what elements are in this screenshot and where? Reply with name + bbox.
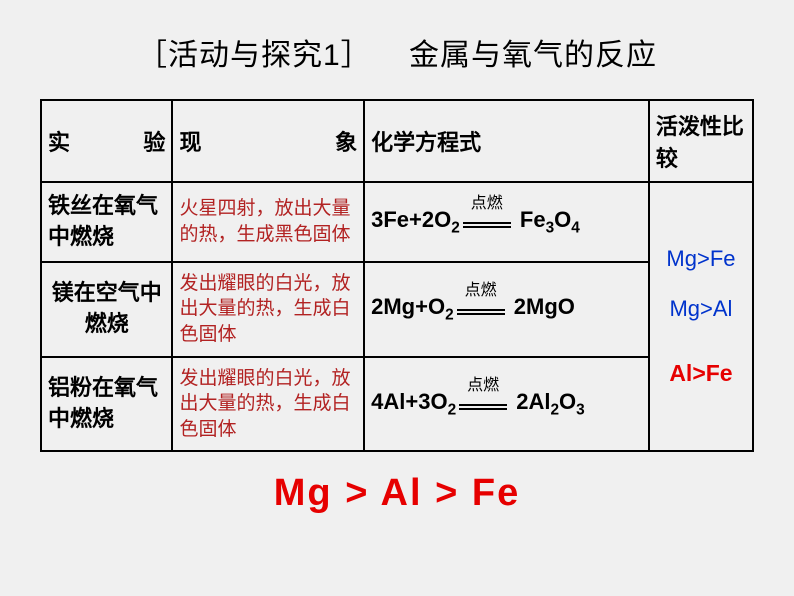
table-row: 镁在空气中燃烧 发出耀眼的白光，放出大量的热，生成白色固体 2Mg+O2点燃 2… xyxy=(41,262,753,357)
phenomenon-cell: 火星四射，放出大量的热，生成黑色固体 xyxy=(172,182,364,262)
reaction-arrow: 点燃 xyxy=(459,390,507,416)
title-main: 金属与氧气的反应 xyxy=(409,39,657,72)
phenomenon-cell: 发出耀眼的白光，放出大量的热，生成白色固体 xyxy=(172,262,364,357)
header-equation: 化学方程式 xyxy=(364,100,649,182)
equation-cell: 3Fe+2O2点燃 Fe3O4 xyxy=(364,182,649,262)
phenomenon-cell: 发出耀眼的白光，放出大量的热，生成白色固体 xyxy=(172,357,364,452)
page-title: ［活动与探究1］ 金属与氧气的反应 xyxy=(40,30,754,74)
conclusion: Mg > Al > Fe xyxy=(40,472,754,515)
slide: ［活动与探究1］ 金属与氧气的反应 实验 现象 化学方程式 活泼性比较 铁丝在氧… xyxy=(0,0,794,596)
table-header-row: 实验 现象 化学方程式 活泼性比较 xyxy=(41,100,753,182)
equation-cell: 4Al+3O2点燃 2Al2O3 xyxy=(364,357,649,452)
activity-comparison-3: Al>Fe xyxy=(656,347,746,400)
experiment-cell: 铁丝在氧气中燃烧 xyxy=(41,182,172,262)
activity-comparison-1: Mg>Fe xyxy=(656,234,746,285)
header-phenomenon: 现象 xyxy=(172,100,364,182)
header-experiment: 实验 xyxy=(41,100,172,182)
table-row: 铝粉在氧气中燃烧 发出耀眼的白光，放出大量的热，生成白色固体 4Al+3O2点燃… xyxy=(41,357,753,452)
equation-cell: 2Mg+O2点燃 2MgO xyxy=(364,262,649,357)
experiment-cell: 铝粉在氧气中燃烧 xyxy=(41,357,172,452)
title-prefix: ［活动与探究1］ xyxy=(137,39,372,72)
reaction-arrow: 点燃 xyxy=(463,208,511,234)
table-row: 铁丝在氧气中燃烧 火星四射，放出大量的热，生成黑色固体 3Fe+2O2点燃 Fe… xyxy=(41,182,753,262)
header-activity: 活泼性比较 xyxy=(649,100,753,182)
activity-cell: Mg>Fe Mg>Al Al>Fe xyxy=(649,182,753,451)
activity-comparison-2: Mg>Al xyxy=(656,284,746,335)
reaction-table: 实验 现象 化学方程式 活泼性比较 铁丝在氧气中燃烧 火星四射，放出大量的热，生… xyxy=(40,99,754,452)
experiment-cell: 镁在空气中燃烧 xyxy=(41,262,172,357)
reaction-arrow: 点燃 xyxy=(457,295,505,321)
